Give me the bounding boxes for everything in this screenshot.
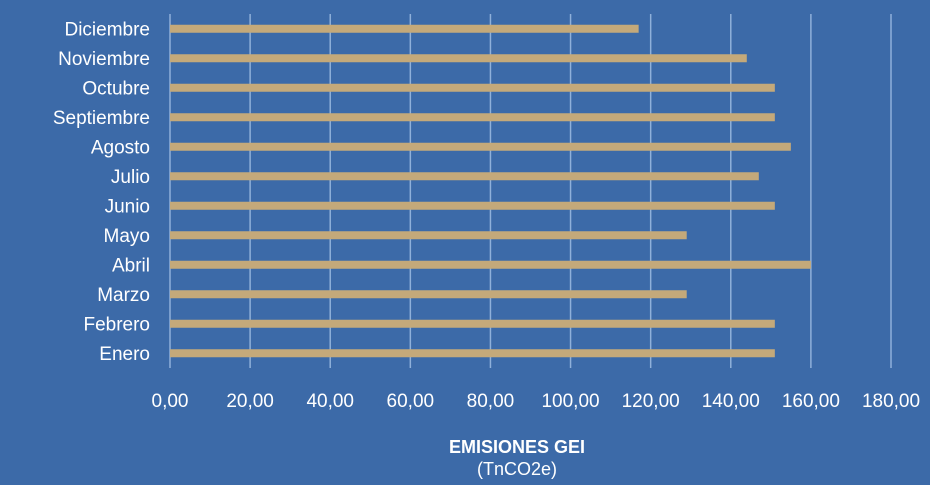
category-label: Octubre: [82, 78, 150, 99]
category-label: Abril: [112, 255, 150, 276]
bar-septiembre: [170, 113, 775, 122]
x-tick-label: 140,00: [702, 391, 760, 412]
category-label: Noviembre: [58, 49, 150, 70]
x-tick-label: 60,00: [387, 391, 435, 412]
bar-mayo: [170, 231, 687, 240]
bar-noviembre: [170, 54, 747, 63]
x-tick-label: 100,00: [541, 391, 599, 412]
x-tick-label: 40,00: [306, 391, 354, 412]
x-axis-title: EMISIONES GEI: [448, 437, 586, 457]
category-label: Mayo: [104, 226, 150, 247]
x-tick-label: 20,00: [226, 391, 274, 412]
x-tick-label: 180,00: [862, 391, 920, 412]
category-label: Enero: [99, 344, 150, 365]
category-label: Diciembre: [64, 19, 150, 40]
bar-marzo: [170, 290, 687, 299]
bar-junio: [170, 201, 775, 210]
category-label: Marzo: [97, 285, 150, 306]
x-tick-label: 120,00: [622, 391, 680, 412]
category-label: Julio: [111, 167, 150, 188]
category-label: Septiembre: [53, 108, 150, 129]
category-label: Febrero: [83, 314, 150, 335]
bar-abril: [170, 260, 811, 269]
category-label: Junio: [105, 196, 150, 217]
bar-octubre: [170, 83, 775, 92]
x-axis-unit: (TnCO2e): [476, 459, 557, 479]
x-tick-label: 0,00: [152, 391, 189, 412]
bar-agosto: [170, 142, 791, 151]
x-tick-label: 80,00: [467, 391, 515, 412]
category-label: Agosto: [91, 137, 150, 158]
bar-febrero: [170, 319, 775, 328]
bar-diciembre: [170, 24, 639, 33]
x-tick-label: 160,00: [782, 391, 840, 412]
bar-enero: [170, 349, 775, 358]
bar-julio: [170, 172, 759, 181]
